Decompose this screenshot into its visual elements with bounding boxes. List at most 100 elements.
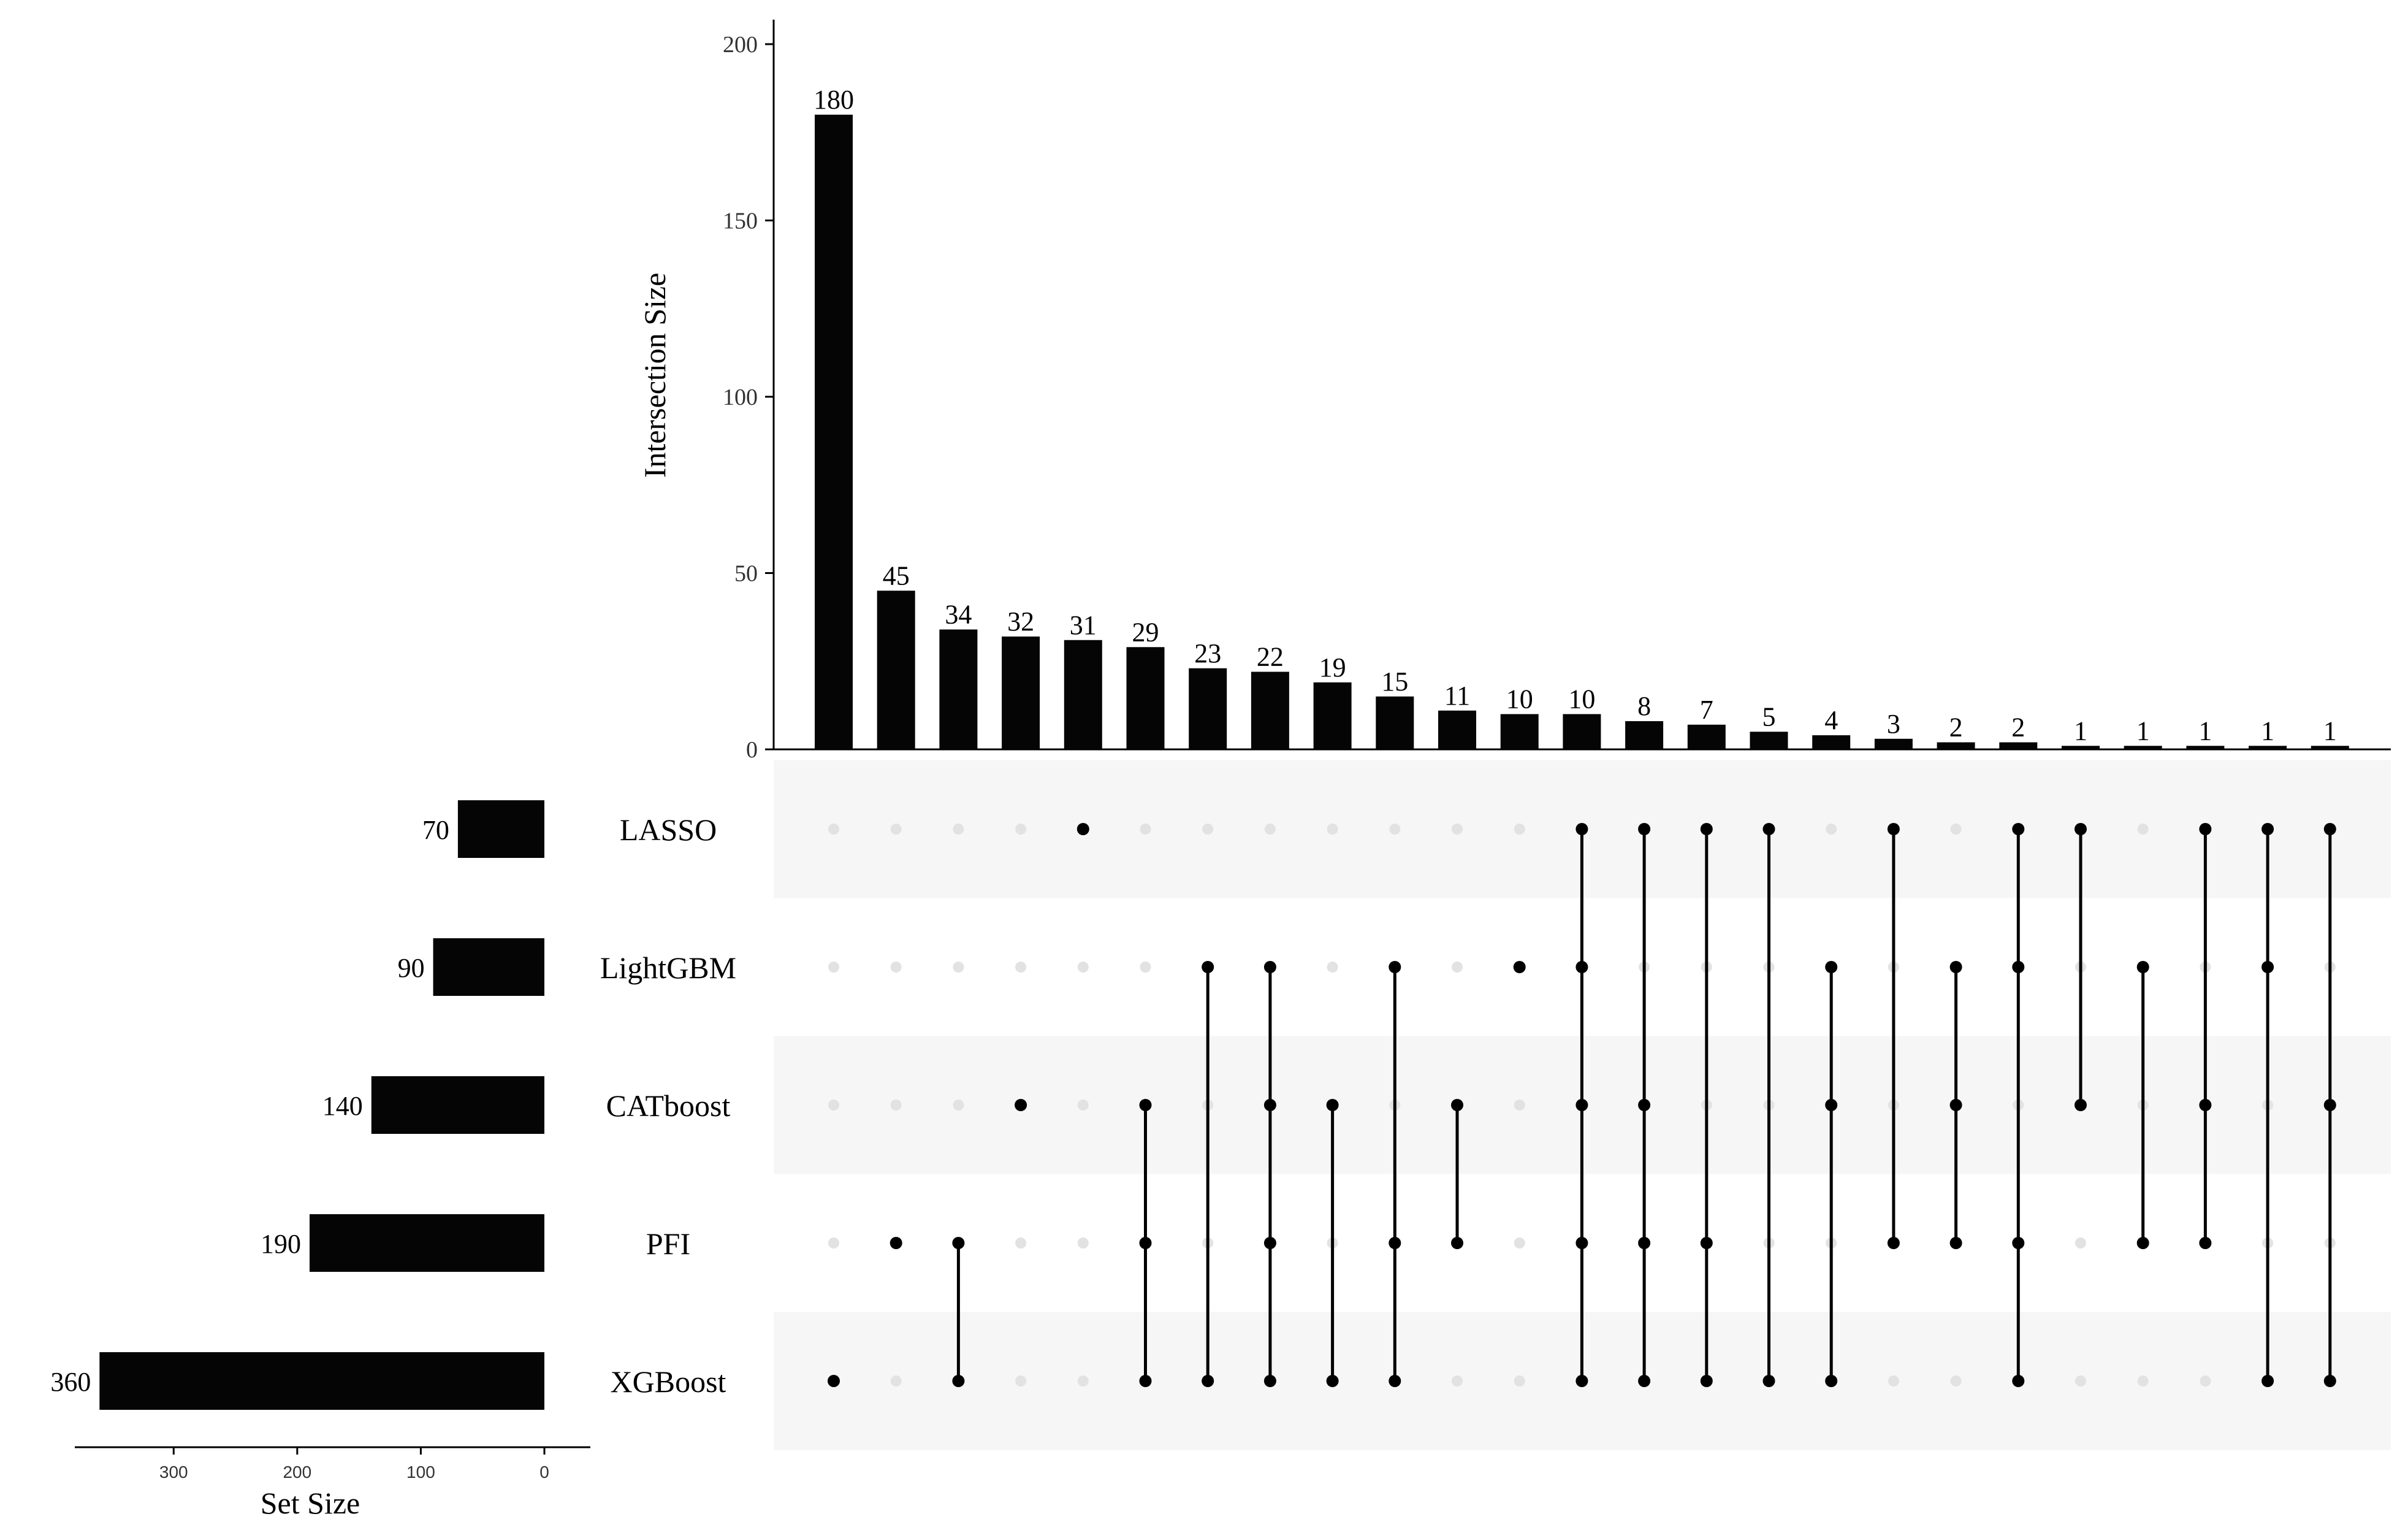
intersection-bar (939, 629, 978, 749)
matrix-dot-inactive (953, 1100, 964, 1111)
matrix-dot-active (2199, 823, 2212, 835)
bar-value-label: 1 (2074, 716, 2087, 746)
bar-value-label: 180 (813, 85, 854, 115)
matrix-dot-active (1139, 1237, 1152, 1249)
matrix-dot-active (2261, 961, 2274, 973)
matrix-dot-active (952, 1237, 965, 1249)
bar-value-label: 2 (1949, 713, 1963, 743)
set-size-tick-label: 100 (406, 1463, 435, 1482)
matrix-dot-inactive (1514, 824, 1525, 835)
matrix-dot-active (1575, 1237, 1588, 1249)
matrix-dot-active (1575, 1375, 1588, 1387)
matrix-dot-active (1139, 1099, 1152, 1111)
bar-value-label: 7 (1700, 695, 1713, 725)
set-size-bar (457, 800, 544, 858)
matrix-dot-active (2261, 1375, 2274, 1387)
matrix-dot-inactive (1015, 824, 1027, 835)
matrix-dot-active (1389, 1237, 1401, 1249)
matrix-dot-inactive (1327, 962, 1338, 973)
matrix-dot-inactive (1452, 962, 1463, 973)
matrix-dot-active (1451, 1237, 1463, 1249)
intersection-bar (1750, 732, 1788, 749)
set-size-value-label: 70 (422, 815, 449, 845)
matrix-dot-inactive (1077, 962, 1089, 973)
intersection-bar (1376, 696, 1414, 749)
y-tick-label: 100 (723, 384, 758, 410)
matrix-dot-active (1887, 1237, 1900, 1249)
matrix-dot-active (1451, 1099, 1463, 1111)
matrix-dot-inactive (1015, 1237, 1027, 1249)
y-tick-label: 200 (723, 32, 758, 58)
matrix-dot-active (1949, 1099, 1962, 1111)
set-size-bar (371, 1076, 544, 1134)
matrix-dot-active (1638, 823, 1651, 835)
matrix-dot-active (1139, 1375, 1152, 1387)
y-tick-label: 0 (746, 737, 758, 763)
matrix-dot-inactive (1077, 1100, 1089, 1111)
matrix-dot-inactive (1202, 824, 1214, 835)
matrix-dot-inactive (828, 824, 839, 835)
matrix-dot-inactive (1452, 824, 1463, 835)
bar-value-label: 5 (1762, 702, 1776, 732)
set-size-value-label: 90 (398, 953, 425, 983)
matrix-dot-inactive (1452, 1375, 1463, 1387)
intersection-bar (2062, 746, 2100, 749)
matrix-dot-active (952, 1375, 965, 1387)
set-size-bar (99, 1352, 544, 1410)
matrix-dot-inactive (2075, 1237, 2086, 1249)
matrix-dot-active (1326, 1375, 1339, 1387)
set-size-tick-label: 200 (283, 1463, 311, 1482)
matrix-dot-inactive (1514, 1375, 1525, 1387)
matrix-dot-inactive (828, 962, 839, 973)
matrix-dot-active (1263, 1237, 1276, 1249)
matrix-dot-inactive (953, 962, 964, 973)
matrix-dot-inactive (1077, 1375, 1089, 1387)
intersection-bar (1438, 710, 1476, 749)
bar-value-label: 32 (1007, 606, 1034, 637)
matrix-dot-active (1700, 823, 1713, 835)
bar-value-label: 1 (2323, 716, 2337, 746)
intersection-bar (1313, 682, 1352, 749)
matrix-dot-active (1762, 823, 1775, 835)
set-name-label: CATboost (606, 1088, 731, 1123)
bar-value-label: 23 (1194, 638, 1221, 668)
matrix-dot-inactive (1514, 1237, 1525, 1249)
matrix-dot-active (1700, 1375, 1713, 1387)
matrix-dot-inactive (1826, 824, 1837, 835)
matrix-dot-inactive (2200, 1375, 2211, 1387)
intersection-bar (1126, 647, 1165, 749)
bar-value-label: 22 (1257, 642, 1284, 672)
intersection-bar (1563, 714, 1601, 749)
matrix-dot-active (2261, 823, 2274, 835)
matrix-dot-active (1887, 823, 1900, 835)
intersection-bar (1625, 721, 1664, 749)
matrix-dot-inactive (1950, 824, 1962, 835)
intersection-bar (877, 591, 915, 749)
intersection-bar (1874, 738, 1913, 749)
matrix-dot-inactive (828, 1100, 839, 1111)
matrix-dot-inactive (1888, 1375, 1899, 1387)
set-size-bars: 70 90 140 190 360 (50, 800, 544, 1410)
matrix-dot-inactive (890, 1375, 902, 1387)
matrix-dot-inactive (1015, 1375, 1027, 1387)
matrix-dot-inactive (890, 962, 902, 973)
y-tick-label: 150 (723, 208, 758, 234)
matrix-dot-active (2136, 961, 2149, 973)
matrix-dot-active (1389, 1375, 1401, 1387)
intersection-bar (1251, 671, 1289, 749)
matrix-dot-active (1015, 1099, 1027, 1111)
intersection-bar (1812, 735, 1851, 749)
matrix-dot-inactive (1140, 962, 1151, 973)
set-size-value-label: 360 (50, 1367, 91, 1397)
intersection-y-axis: 0 50 100 150 200 (723, 20, 2391, 763)
matrix-dot-inactive (2137, 1375, 2149, 1387)
intersection-bar (2186, 746, 2225, 749)
matrix-dot-active (2136, 1237, 2149, 1249)
set-size-bar (433, 938, 544, 996)
set-size-axis-title: Set Size (261, 1486, 360, 1520)
matrix-dot-active (1700, 1237, 1713, 1249)
matrix-dot-inactive (2137, 824, 2149, 835)
matrix-dot-active (1825, 1099, 1838, 1111)
bar-value-label: 1 (2261, 716, 2274, 746)
